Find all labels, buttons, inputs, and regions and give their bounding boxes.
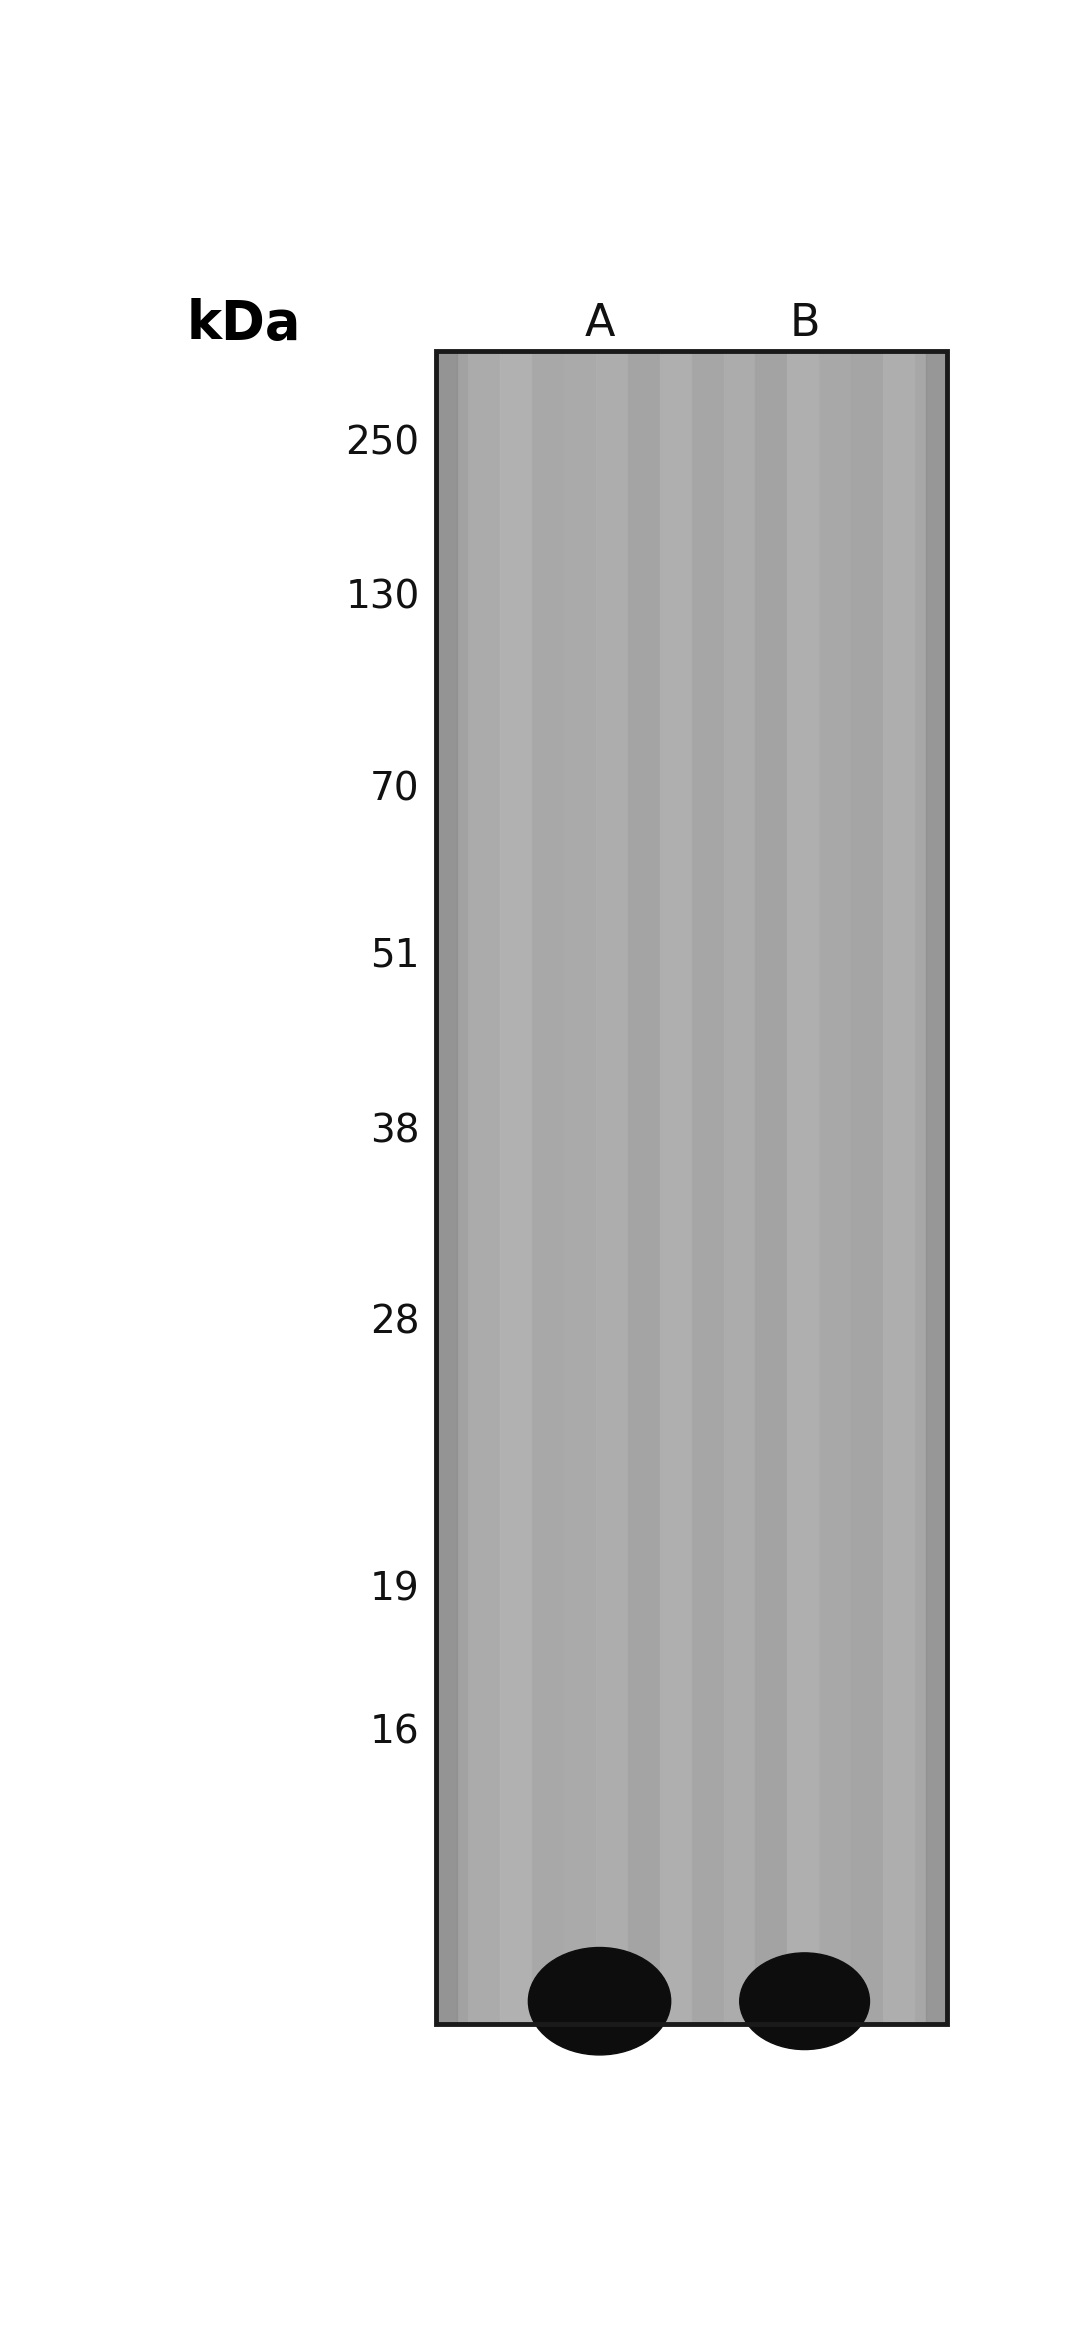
Bar xyxy=(915,351,947,2025)
Text: 19: 19 xyxy=(369,1569,420,1609)
Ellipse shape xyxy=(740,1953,869,2051)
Bar xyxy=(787,351,820,2025)
Bar xyxy=(436,351,947,2025)
Bar xyxy=(436,351,457,2025)
Text: A: A xyxy=(584,302,615,344)
Bar xyxy=(436,351,469,2025)
Bar xyxy=(436,351,947,2025)
Text: 70: 70 xyxy=(370,770,420,809)
Bar xyxy=(500,351,532,2025)
Text: kDa: kDa xyxy=(187,298,301,349)
Text: 51: 51 xyxy=(370,937,420,974)
Bar xyxy=(469,351,500,2025)
Text: B: B xyxy=(789,302,820,344)
Bar xyxy=(926,351,947,2025)
Ellipse shape xyxy=(528,1948,671,2055)
Bar xyxy=(820,351,851,2025)
Text: 38: 38 xyxy=(370,1111,420,1151)
Bar xyxy=(883,351,915,2025)
Bar xyxy=(596,351,627,2025)
Bar xyxy=(755,351,787,2025)
Text: 28: 28 xyxy=(370,1304,420,1342)
Text: 250: 250 xyxy=(346,425,420,463)
Bar xyxy=(851,351,883,2025)
Bar xyxy=(532,351,564,2025)
Bar xyxy=(564,351,596,2025)
Bar xyxy=(724,351,755,2025)
Bar xyxy=(691,351,724,2025)
Text: 130: 130 xyxy=(346,579,420,616)
Bar xyxy=(627,351,660,2025)
Text: 16: 16 xyxy=(369,1714,420,1751)
Bar xyxy=(660,351,691,2025)
